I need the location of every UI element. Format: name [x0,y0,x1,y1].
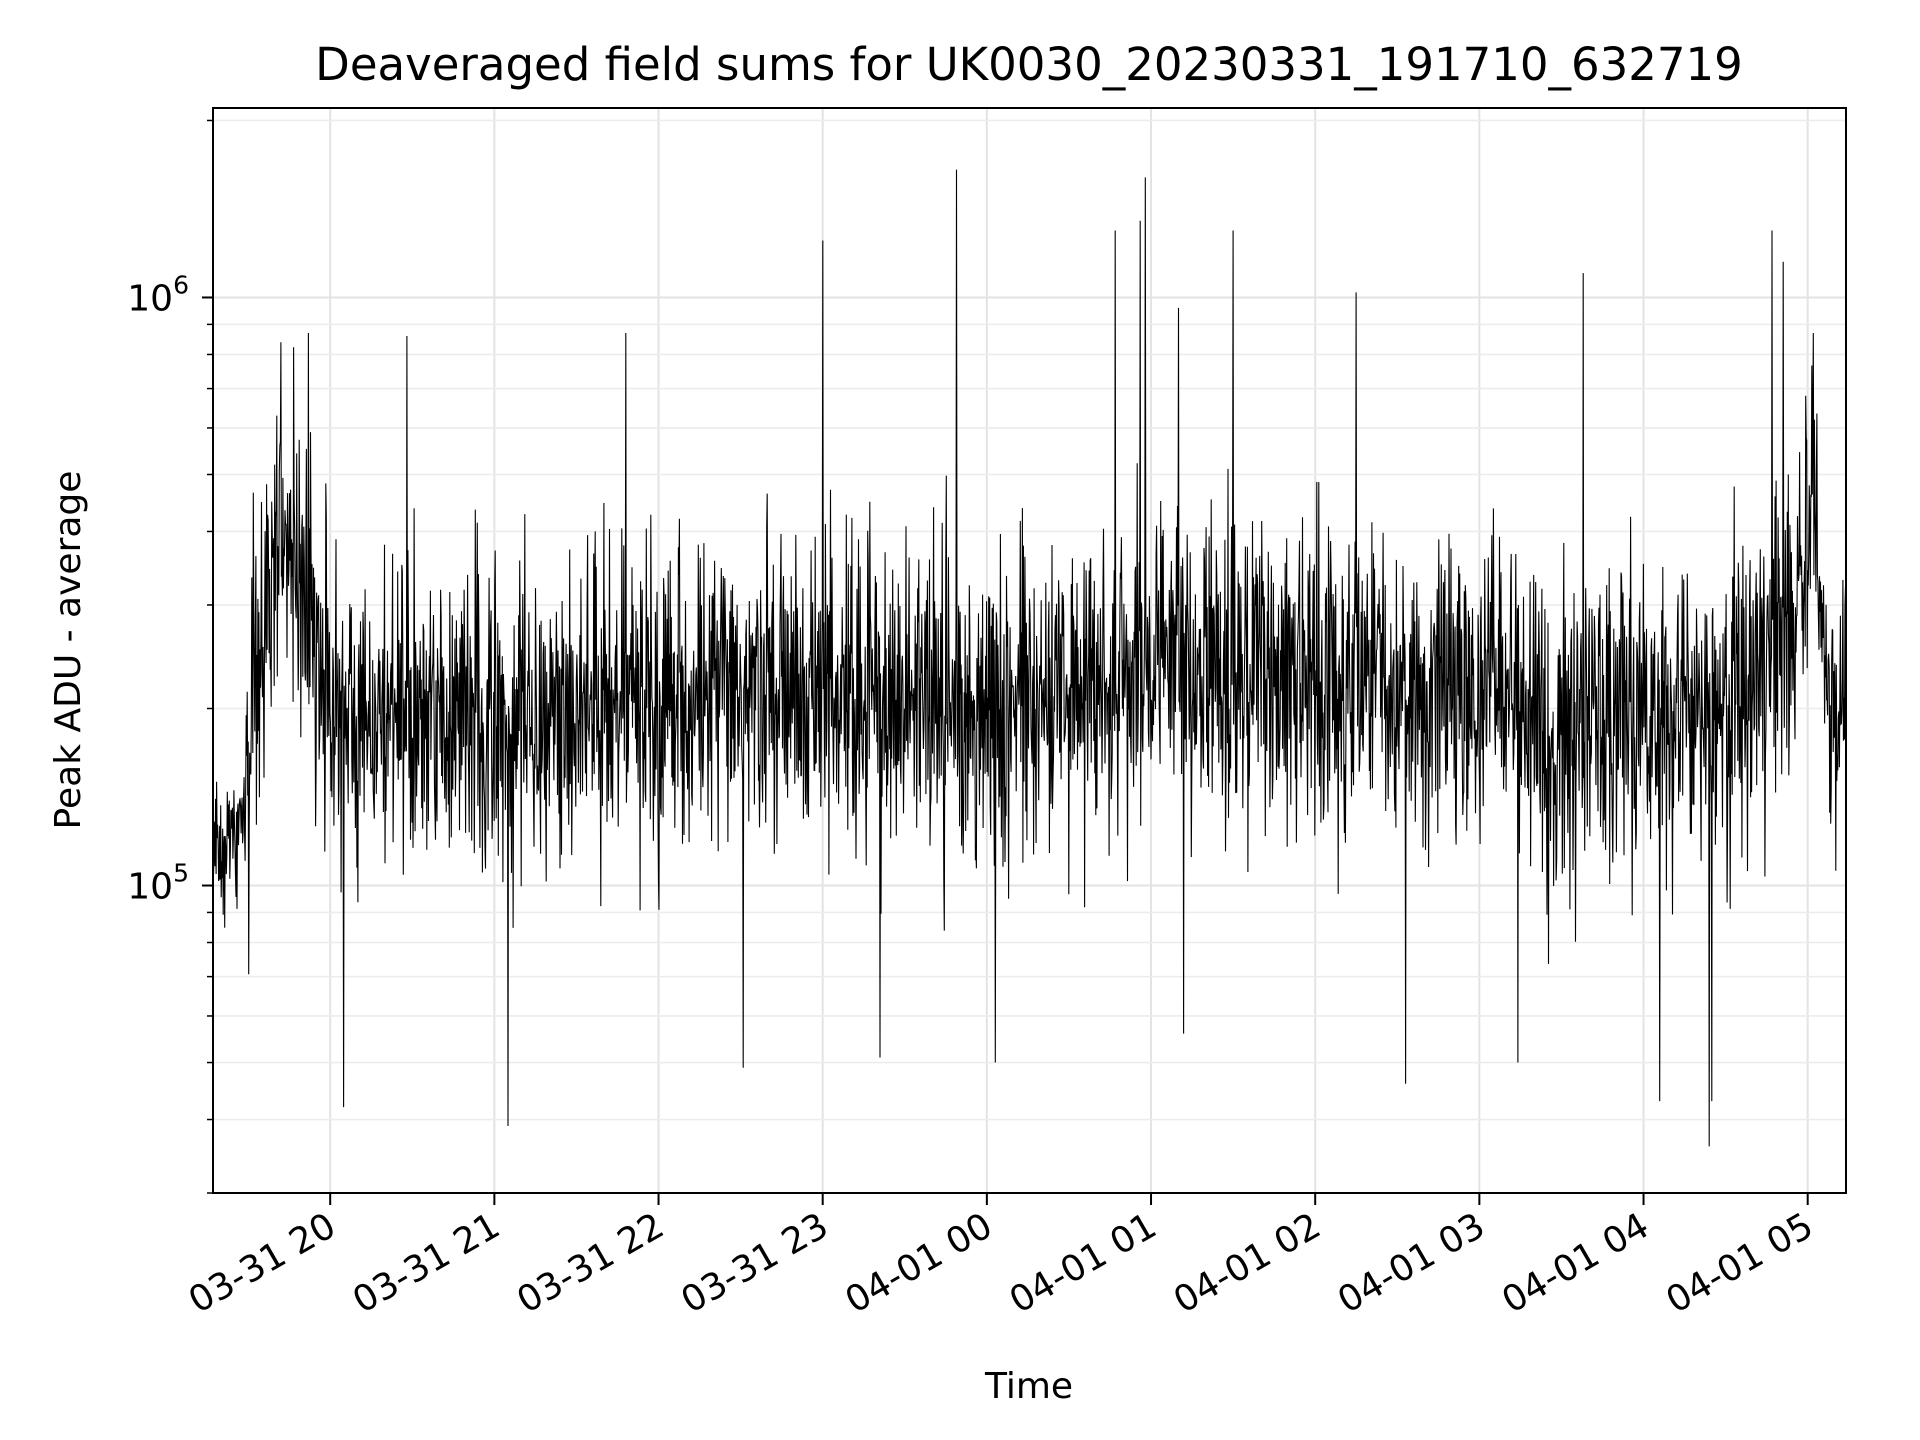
x-axis-label: Time [984,1366,1073,1407]
data-series-line [212,169,1847,1147]
y-tick-label: 105 [127,859,189,908]
y-tick-label: 106 [127,270,189,319]
plot-frame [212,107,1847,1194]
chart-title: Deaveraged field sums for UK0030_2023033… [315,38,1743,91]
y-axis-label: Peak ADU - average [48,471,89,830]
series-line [212,169,1847,1147]
